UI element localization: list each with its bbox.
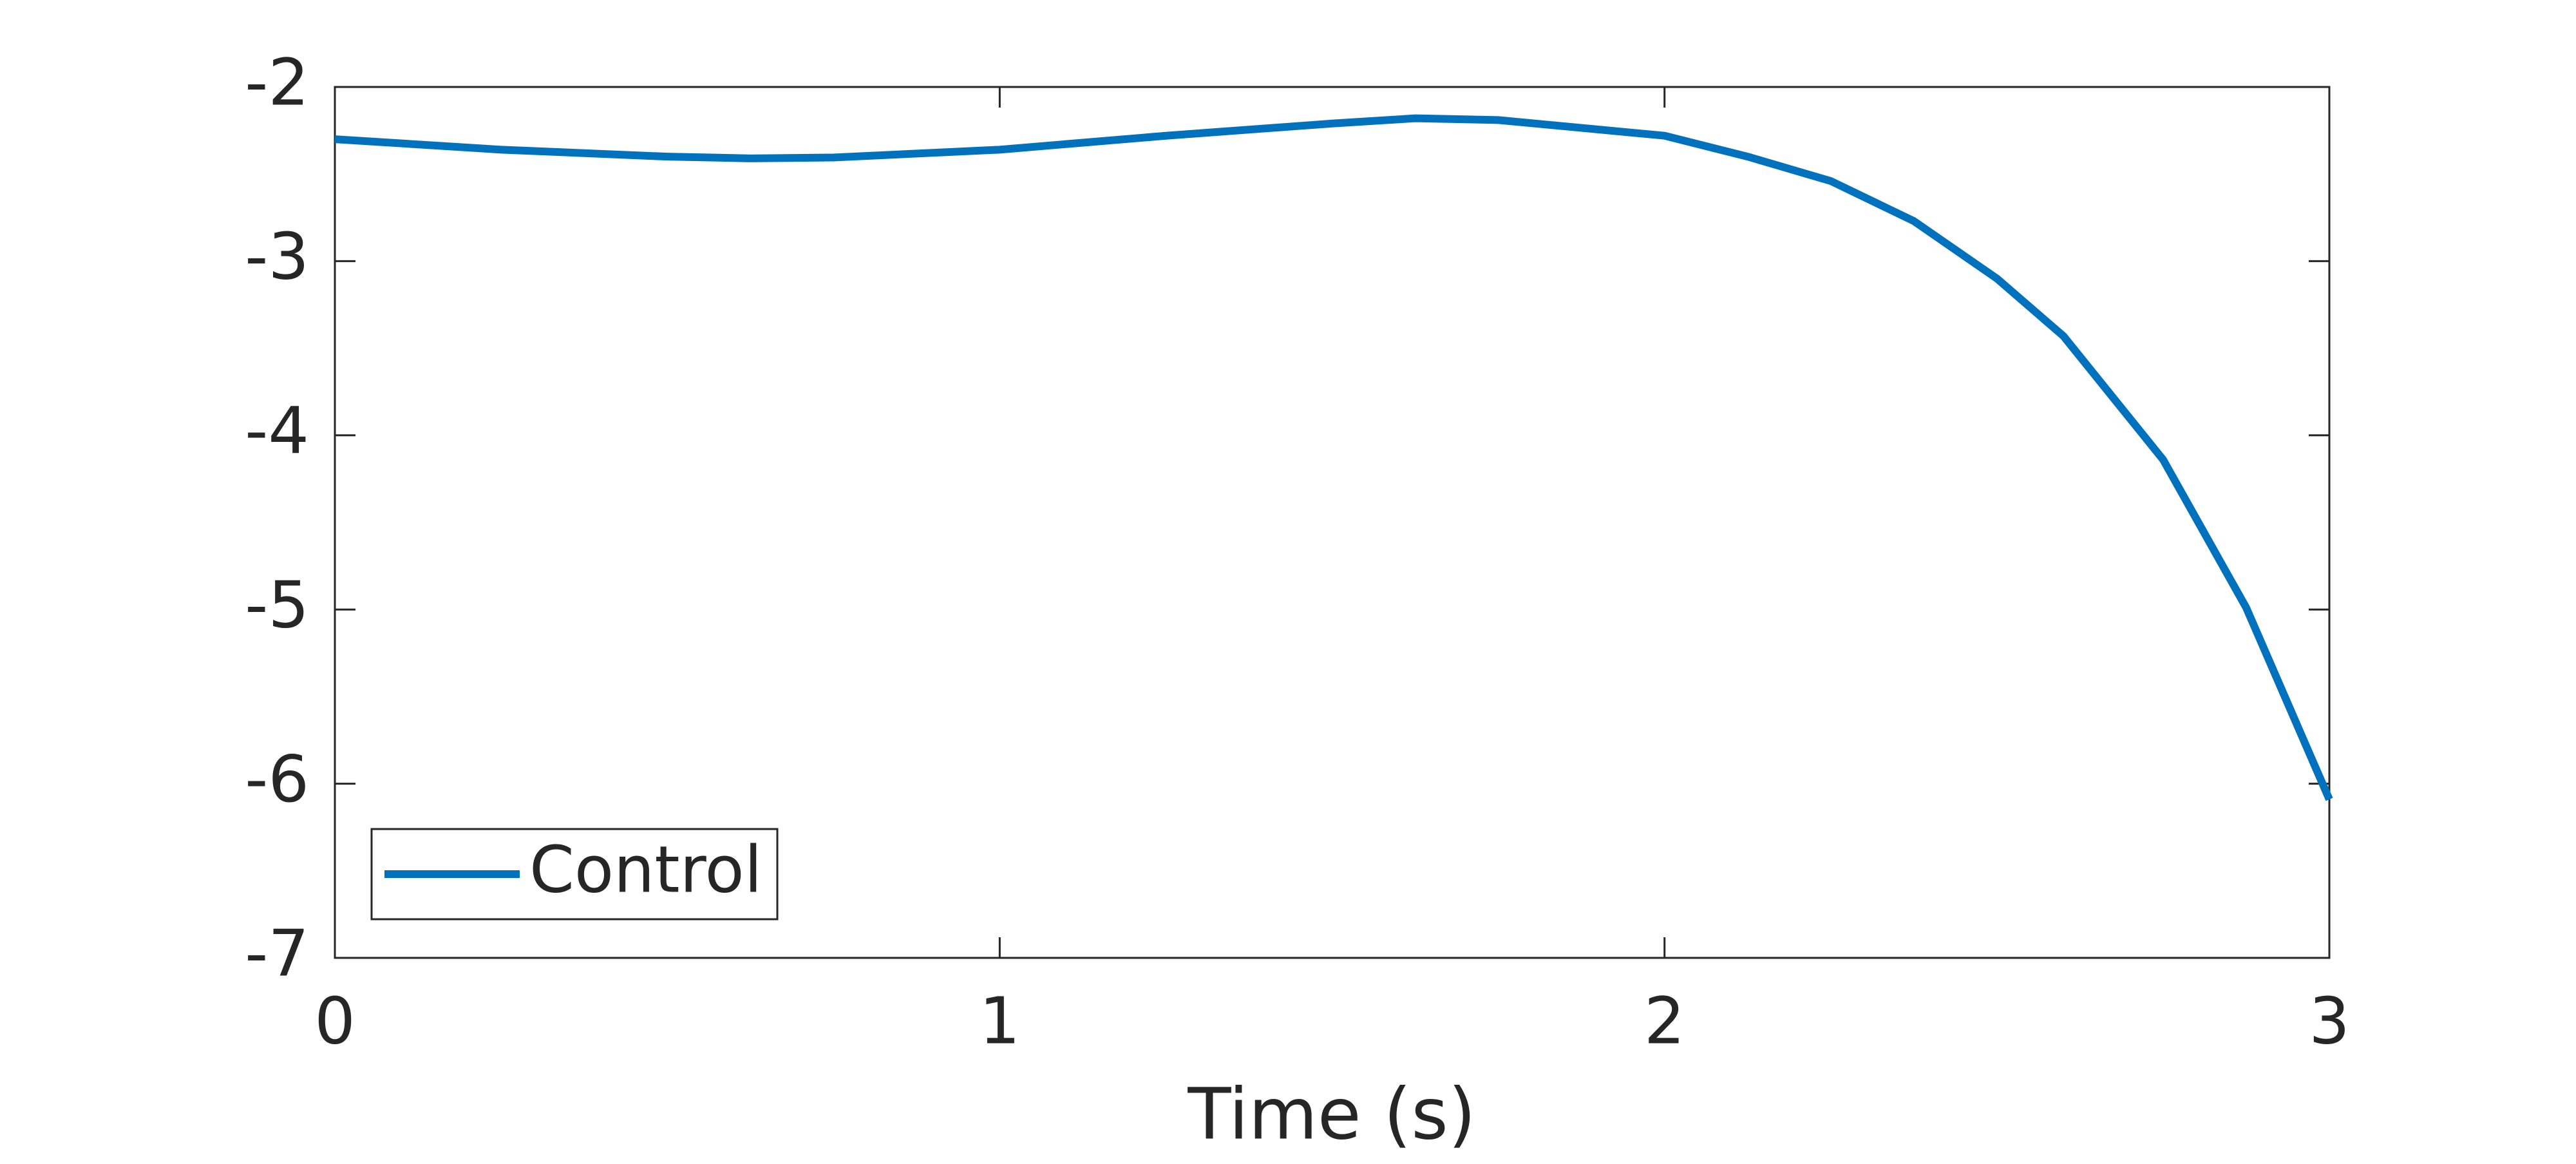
line-series <box>334 114 2333 801</box>
x-tick-label: 2 <box>1644 983 1685 1058</box>
y-tick-label: -3 <box>245 219 309 294</box>
x-tick-label: 1 <box>980 983 1021 1058</box>
x-tick-label: 0 <box>314 983 355 1058</box>
y-tick-label: -4 <box>245 393 309 468</box>
y-tick-label: -5 <box>245 568 309 643</box>
legend-label: Control <box>529 832 762 907</box>
y-tick-label: -6 <box>245 741 309 817</box>
plot-area <box>334 86 2331 959</box>
x-tick-label: 3 <box>2309 983 2350 1058</box>
x-axis-label: Time (s) <box>1187 1073 1475 1155</box>
y-tick-label: -7 <box>245 915 309 991</box>
y-tick-label: -2 <box>245 44 309 120</box>
